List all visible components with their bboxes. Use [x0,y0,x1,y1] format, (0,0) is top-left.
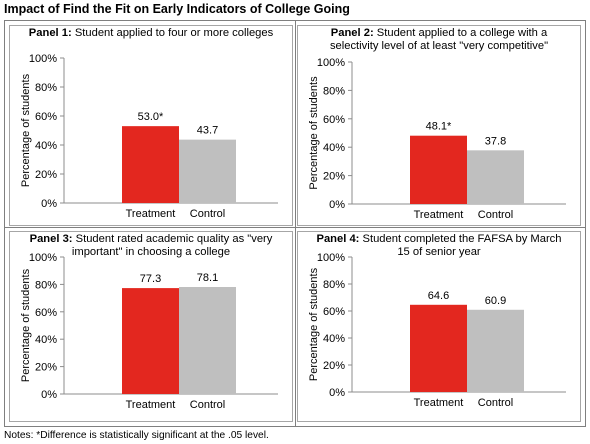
panel-title: Panel 4: Student completed the FAFSA by … [298,233,580,259]
y-tick-label: 0% [41,389,57,401]
data-label: 78.1 [197,272,218,284]
horizontal-divider [5,227,585,228]
data-label: 43.7 [197,125,218,137]
panel-title-line: 15 of senior year [397,246,481,258]
chart-panel-3: 0% 20% 40% 60% 80% 100% Percentage of students… [9,231,293,422]
y-tick-label: 0% [329,387,345,399]
y-axis-title: Percentage of students [20,268,32,382]
bar-control [467,150,524,204]
panel-label: Panel 4: [316,233,360,245]
data-label: 53.0* [138,111,164,123]
chart-svg: 0% 20% 40% 60% 80% 100% Percentage of students… [308,57,566,221]
category-label: Control [190,208,225,220]
bar-treatment [122,126,179,203]
y-tick-label: 60% [35,307,57,319]
panel-title-line: Student applied to a college with a [376,27,548,39]
y-tick-label: 60% [323,306,345,318]
category-label: Treatment [414,209,464,221]
panel-title-line: Student completed the FAFSA by March [362,233,562,245]
y-tick-label: 20% [323,360,345,372]
figure-title: Impact of Find the Fit on Early Indicato… [4,2,350,16]
data-label: 64.6 [428,290,449,302]
category-label: Treatment [126,399,176,411]
y-tick-label: 100% [317,252,345,264]
y-tick-label: 40% [35,334,57,346]
y-tick-label: 80% [323,85,345,97]
notes: Notes: *Difference is statistically sign… [4,430,269,441]
panel-title-line: selectivity level of at least "very comp… [329,40,549,52]
y-tick-label: 100% [29,53,57,65]
bar-treatment [410,304,467,392]
bar-control [179,139,236,203]
chart-svg: 0% 20% 40% 60% 80% 100% Percentage of students… [20,252,278,411]
data-label: 48.1* [426,121,452,133]
bar-control [467,309,524,392]
y-axis-title: Percentage of students [308,267,320,381]
y-axis-title: Percentage of students [20,73,32,187]
y-tick-label: 100% [29,252,57,264]
y-tick-label: 0% [41,198,57,210]
y-tick-label: 40% [35,140,57,152]
panel-title-line: Student rated academic quality as "very [75,233,273,245]
vertical-divider [295,21,296,426]
panel-title-line: Student applied to four or more colleges [74,27,274,39]
y-tick-label: 60% [323,114,345,126]
category-label: Treatment [126,208,176,220]
bar-treatment [122,288,179,394]
data-label: 77.3 [140,273,161,285]
category-label: Control [190,399,225,411]
y-tick-label: 20% [323,171,345,183]
category-label: Control [478,209,513,221]
category-label: Control [478,397,513,409]
chart-svg: 0% 20% 40% 60% 80% 100% Percentage of students… [308,252,566,409]
panel-title: Panel 2: Student applied to a college wi… [298,27,580,53]
bar-treatment [410,135,467,204]
figure-frame [4,20,586,427]
chart-panel-2: 0% 20% 40% 60% 80% 100% Percentage of students… [297,25,581,226]
y-tick-label: 20% [35,169,57,181]
bar-control [179,287,236,394]
panel-label: Panel 1: [28,27,72,39]
panel-label: Panel 3: [29,233,73,245]
y-tick-label: 0% [329,199,345,211]
y-tick-label: 20% [35,362,57,374]
chart-panel-1: 0% 20% 40% 60% 80% 100% Percentage of students… [9,25,293,226]
y-tick-label: 80% [323,279,345,291]
panel-title: Panel 3: Student rated academic quality … [10,233,292,259]
chart-panel-4: 0% 20% 40% 60% 80% 100% Percentage of students… [297,231,581,422]
y-tick-label: 80% [35,279,57,291]
category-label: Treatment [414,397,464,409]
y-tick-label: 40% [323,333,345,345]
y-tick-label: 60% [35,111,57,123]
panel-label: Panel 2: [330,27,374,39]
panel-title: Panel 1: Student applied to four or more… [10,27,292,40]
y-tick-label: 40% [323,142,345,154]
y-tick-label: 100% [317,57,345,69]
panel-title-line: important" in choosing a college [71,246,231,258]
y-axis-title: Percentage of students [308,76,320,190]
data-label: 37.8 [485,135,506,147]
chart-svg: 0% 20% 40% 60% 80% 100% Percentage of students… [20,53,278,220]
y-tick-label: 80% [35,82,57,94]
data-label: 60.9 [485,295,506,307]
